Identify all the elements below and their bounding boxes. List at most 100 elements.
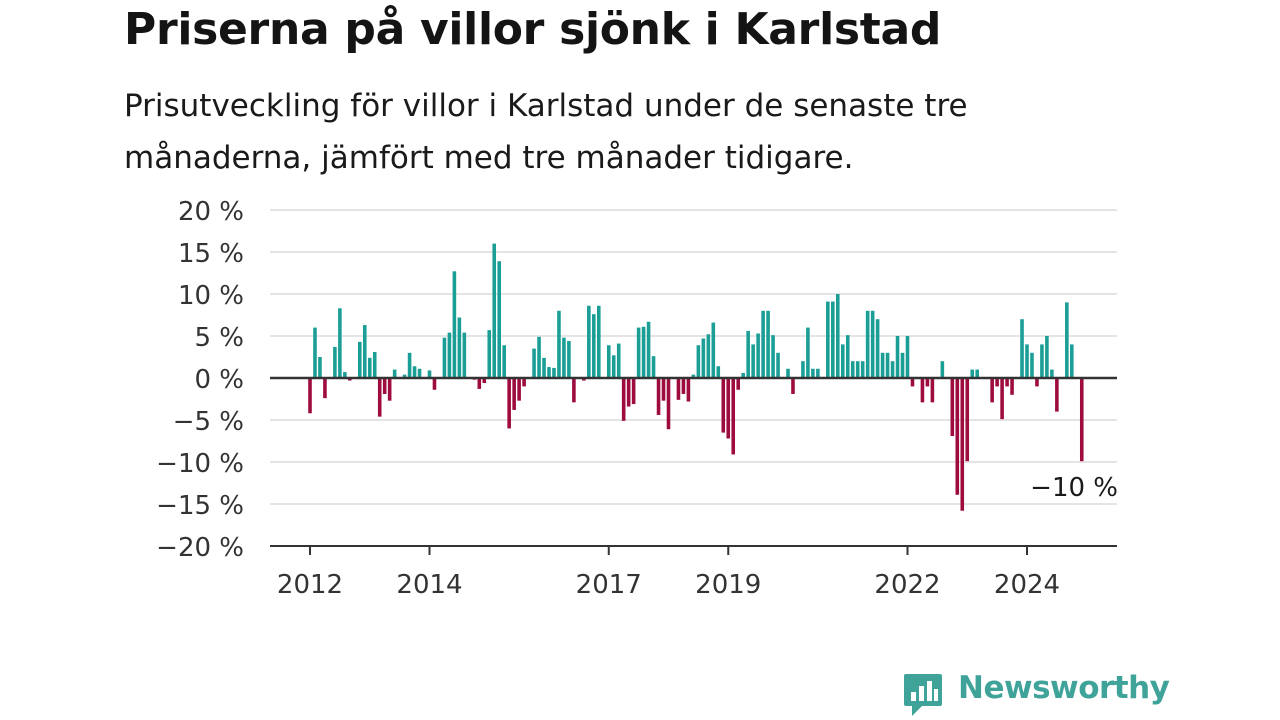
bar xyxy=(392,369,397,378)
bar xyxy=(731,378,736,455)
bar xyxy=(686,378,691,402)
bar xyxy=(587,305,591,378)
bar xyxy=(517,378,521,401)
bar xyxy=(726,378,731,439)
x-tick-label: 2024 xyxy=(994,570,1060,600)
bar xyxy=(552,367,556,378)
bar xyxy=(362,325,367,378)
bar xyxy=(900,352,905,378)
bar xyxy=(1040,344,1044,378)
bar xyxy=(1025,344,1029,378)
bar xyxy=(358,341,362,378)
bar xyxy=(845,335,850,378)
y-tick-label: 10 % xyxy=(178,281,244,311)
bar xyxy=(611,355,616,378)
bar xyxy=(771,335,775,378)
bar xyxy=(323,378,327,399)
bar xyxy=(333,346,337,378)
bar xyxy=(955,378,960,495)
bar xyxy=(1055,378,1059,412)
y-tick-label: −20 % xyxy=(156,533,244,563)
bar xyxy=(661,378,666,401)
bar xyxy=(905,336,910,378)
bar xyxy=(691,374,696,378)
bar xyxy=(1079,378,1084,462)
bar xyxy=(497,261,501,378)
bar xyxy=(487,330,492,378)
bar xyxy=(860,361,865,378)
bar xyxy=(651,356,656,378)
bar xyxy=(641,326,646,378)
bar xyxy=(348,378,352,381)
bar xyxy=(960,378,965,511)
x-tick-label: 2019 xyxy=(695,570,761,600)
bar xyxy=(597,305,601,378)
bar xyxy=(631,378,636,405)
bar xyxy=(318,357,322,378)
bar xyxy=(582,378,586,381)
bar xyxy=(801,361,805,378)
bar xyxy=(711,322,716,378)
newsworthy-logo: Newsworthy xyxy=(900,668,1170,718)
x-tick-label: 2012 xyxy=(277,570,343,600)
bar xyxy=(1000,378,1004,420)
x-tick-label: 2014 xyxy=(396,570,462,600)
bar xyxy=(462,332,467,378)
bar xyxy=(507,378,511,429)
bar xyxy=(1065,302,1069,378)
bar xyxy=(895,336,900,378)
y-tick-label: −5 % xyxy=(173,407,244,437)
bar xyxy=(761,310,765,378)
bar xyxy=(666,378,671,430)
bar xyxy=(338,308,342,378)
chart-subtitle: Prisutveckling för villor i Karlstad und… xyxy=(124,88,968,176)
bar xyxy=(870,310,875,378)
bar xyxy=(751,344,755,378)
bar xyxy=(442,337,447,378)
bar xyxy=(1030,352,1034,378)
bar xyxy=(701,338,706,378)
bar xyxy=(387,378,392,401)
last-value-annotation: −10 % xyxy=(1030,473,1118,503)
bar xyxy=(308,378,312,414)
bar xyxy=(367,357,372,378)
grid-lines xyxy=(270,209,1117,505)
x-tick-label: 2017 xyxy=(576,570,642,600)
bar xyxy=(1035,378,1039,387)
bar xyxy=(811,368,815,378)
bar xyxy=(786,368,790,378)
bar xyxy=(831,301,835,378)
newsworthy-logo-icon xyxy=(904,674,942,716)
bar xyxy=(621,378,626,421)
bar xyxy=(452,271,457,378)
y-tick-label: 0 % xyxy=(194,365,244,395)
bar xyxy=(636,327,641,378)
bar xyxy=(457,317,462,378)
bar xyxy=(572,378,576,403)
y-tick-label: −10 % xyxy=(156,449,244,479)
bar xyxy=(806,327,810,378)
bar xyxy=(766,310,770,378)
bar xyxy=(756,333,760,378)
bar xyxy=(402,374,407,378)
bar xyxy=(696,345,701,378)
bar xyxy=(716,366,721,378)
bar xyxy=(865,310,870,378)
bar xyxy=(970,369,975,378)
bar xyxy=(372,351,377,378)
bar xyxy=(606,345,611,378)
bar xyxy=(477,378,482,389)
bar xyxy=(377,378,382,417)
bar xyxy=(502,345,506,378)
bar xyxy=(1045,336,1049,378)
bar xyxy=(826,301,830,378)
y-tick-label: 15 % xyxy=(178,239,244,269)
bar xyxy=(382,378,387,394)
bar xyxy=(626,378,631,407)
bar xyxy=(646,321,651,378)
bar xyxy=(816,368,820,378)
bar xyxy=(990,378,994,403)
bar xyxy=(741,372,745,378)
bar xyxy=(940,361,945,378)
x-axis-ticks: 2012 2014 2017 2019 2022 2024 xyxy=(277,546,1060,600)
